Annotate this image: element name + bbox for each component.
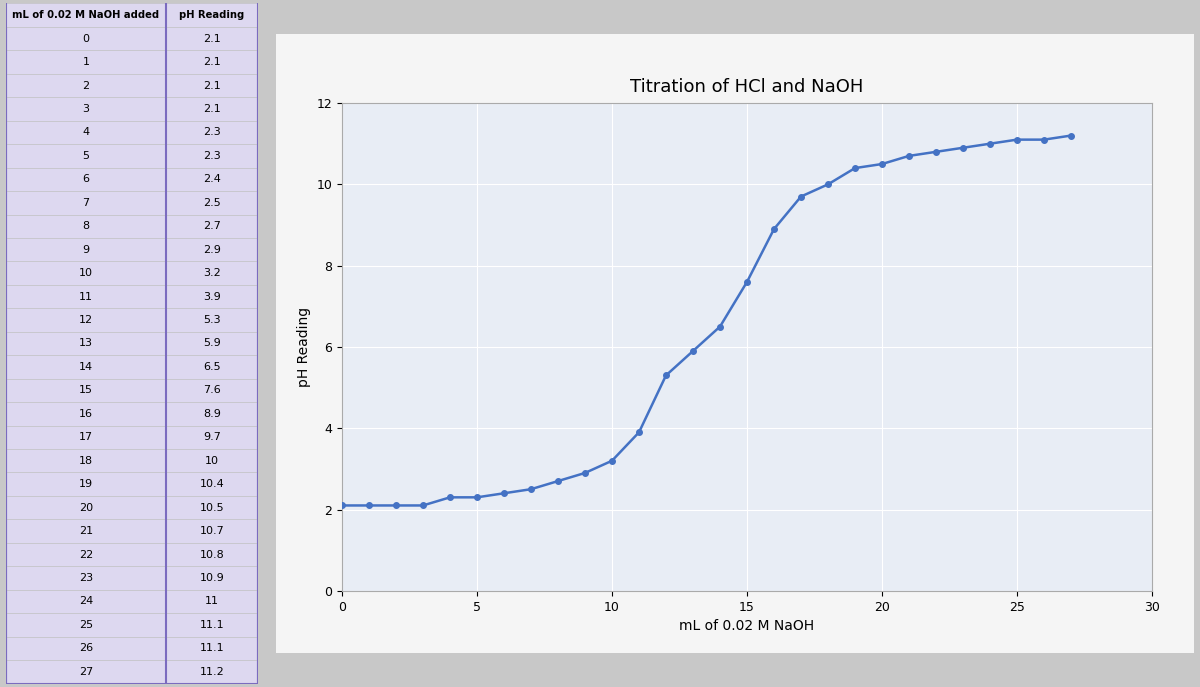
Text: 17: 17	[79, 432, 94, 442]
Text: 11: 11	[205, 596, 220, 607]
Text: 20: 20	[79, 503, 94, 513]
Text: 10.9: 10.9	[199, 573, 224, 583]
Text: 2.1: 2.1	[203, 104, 221, 114]
Text: 3: 3	[83, 104, 90, 114]
Text: 26: 26	[79, 644, 94, 653]
Text: 2.3: 2.3	[203, 151, 221, 161]
Text: 21: 21	[79, 526, 94, 536]
Text: 10: 10	[205, 455, 220, 466]
Text: 8: 8	[83, 221, 90, 232]
Text: 7: 7	[83, 198, 90, 207]
FancyBboxPatch shape	[271, 31, 1199, 655]
Y-axis label: pH Reading: pH Reading	[296, 307, 311, 387]
Text: 10.4: 10.4	[199, 480, 224, 489]
Text: 10.7: 10.7	[199, 526, 224, 536]
Text: mL of 0.02 M NaOH added: mL of 0.02 M NaOH added	[12, 10, 160, 20]
Text: pH Reading: pH Reading	[179, 10, 245, 20]
Text: 11.1: 11.1	[199, 644, 224, 653]
Text: 2.1: 2.1	[203, 34, 221, 43]
Text: 15: 15	[79, 385, 94, 396]
Text: 10: 10	[79, 268, 94, 278]
Text: 14: 14	[79, 362, 94, 372]
Text: 2.4: 2.4	[203, 174, 221, 184]
Text: 22: 22	[79, 550, 94, 560]
Text: 16: 16	[79, 409, 94, 419]
Text: 5: 5	[83, 151, 90, 161]
Text: 5.9: 5.9	[203, 339, 221, 348]
Text: 2.5: 2.5	[203, 198, 221, 207]
Text: 3.9: 3.9	[203, 291, 221, 302]
Text: 8.9: 8.9	[203, 409, 221, 419]
X-axis label: mL of 0.02 M NaOH: mL of 0.02 M NaOH	[679, 619, 815, 633]
Text: 6: 6	[83, 174, 90, 184]
Text: 19: 19	[79, 480, 94, 489]
Text: 2.9: 2.9	[203, 245, 221, 255]
Text: 10.8: 10.8	[199, 550, 224, 560]
Text: 13: 13	[79, 339, 94, 348]
Text: 24: 24	[79, 596, 94, 607]
Bar	[6, 3, 258, 27]
Text: 2.7: 2.7	[203, 221, 221, 232]
Text: 12: 12	[79, 315, 94, 325]
Text: 0: 0	[83, 34, 90, 43]
Text: 2: 2	[83, 80, 90, 91]
Text: 6.5: 6.5	[203, 362, 221, 372]
Text: 11: 11	[79, 291, 94, 302]
Text: 18: 18	[79, 455, 94, 466]
Text: 9: 9	[83, 245, 90, 255]
Text: 1: 1	[83, 57, 90, 67]
Text: 23: 23	[79, 573, 94, 583]
Text: 3.2: 3.2	[203, 268, 221, 278]
Text: 7.6: 7.6	[203, 385, 221, 396]
Text: 2.1: 2.1	[203, 80, 221, 91]
Text: 2.1: 2.1	[203, 57, 221, 67]
Text: 9.7: 9.7	[203, 432, 221, 442]
Text: 4: 4	[83, 127, 90, 137]
Text: 11.1: 11.1	[199, 620, 224, 630]
Text: 25: 25	[79, 620, 94, 630]
Text: 2.3: 2.3	[203, 127, 221, 137]
Title: Titration of HCl and NaOH: Titration of HCl and NaOH	[630, 78, 864, 96]
Text: 5.3: 5.3	[203, 315, 221, 325]
Text: 27: 27	[79, 667, 94, 677]
Text: 10.5: 10.5	[199, 503, 224, 513]
Text: 11.2: 11.2	[199, 667, 224, 677]
